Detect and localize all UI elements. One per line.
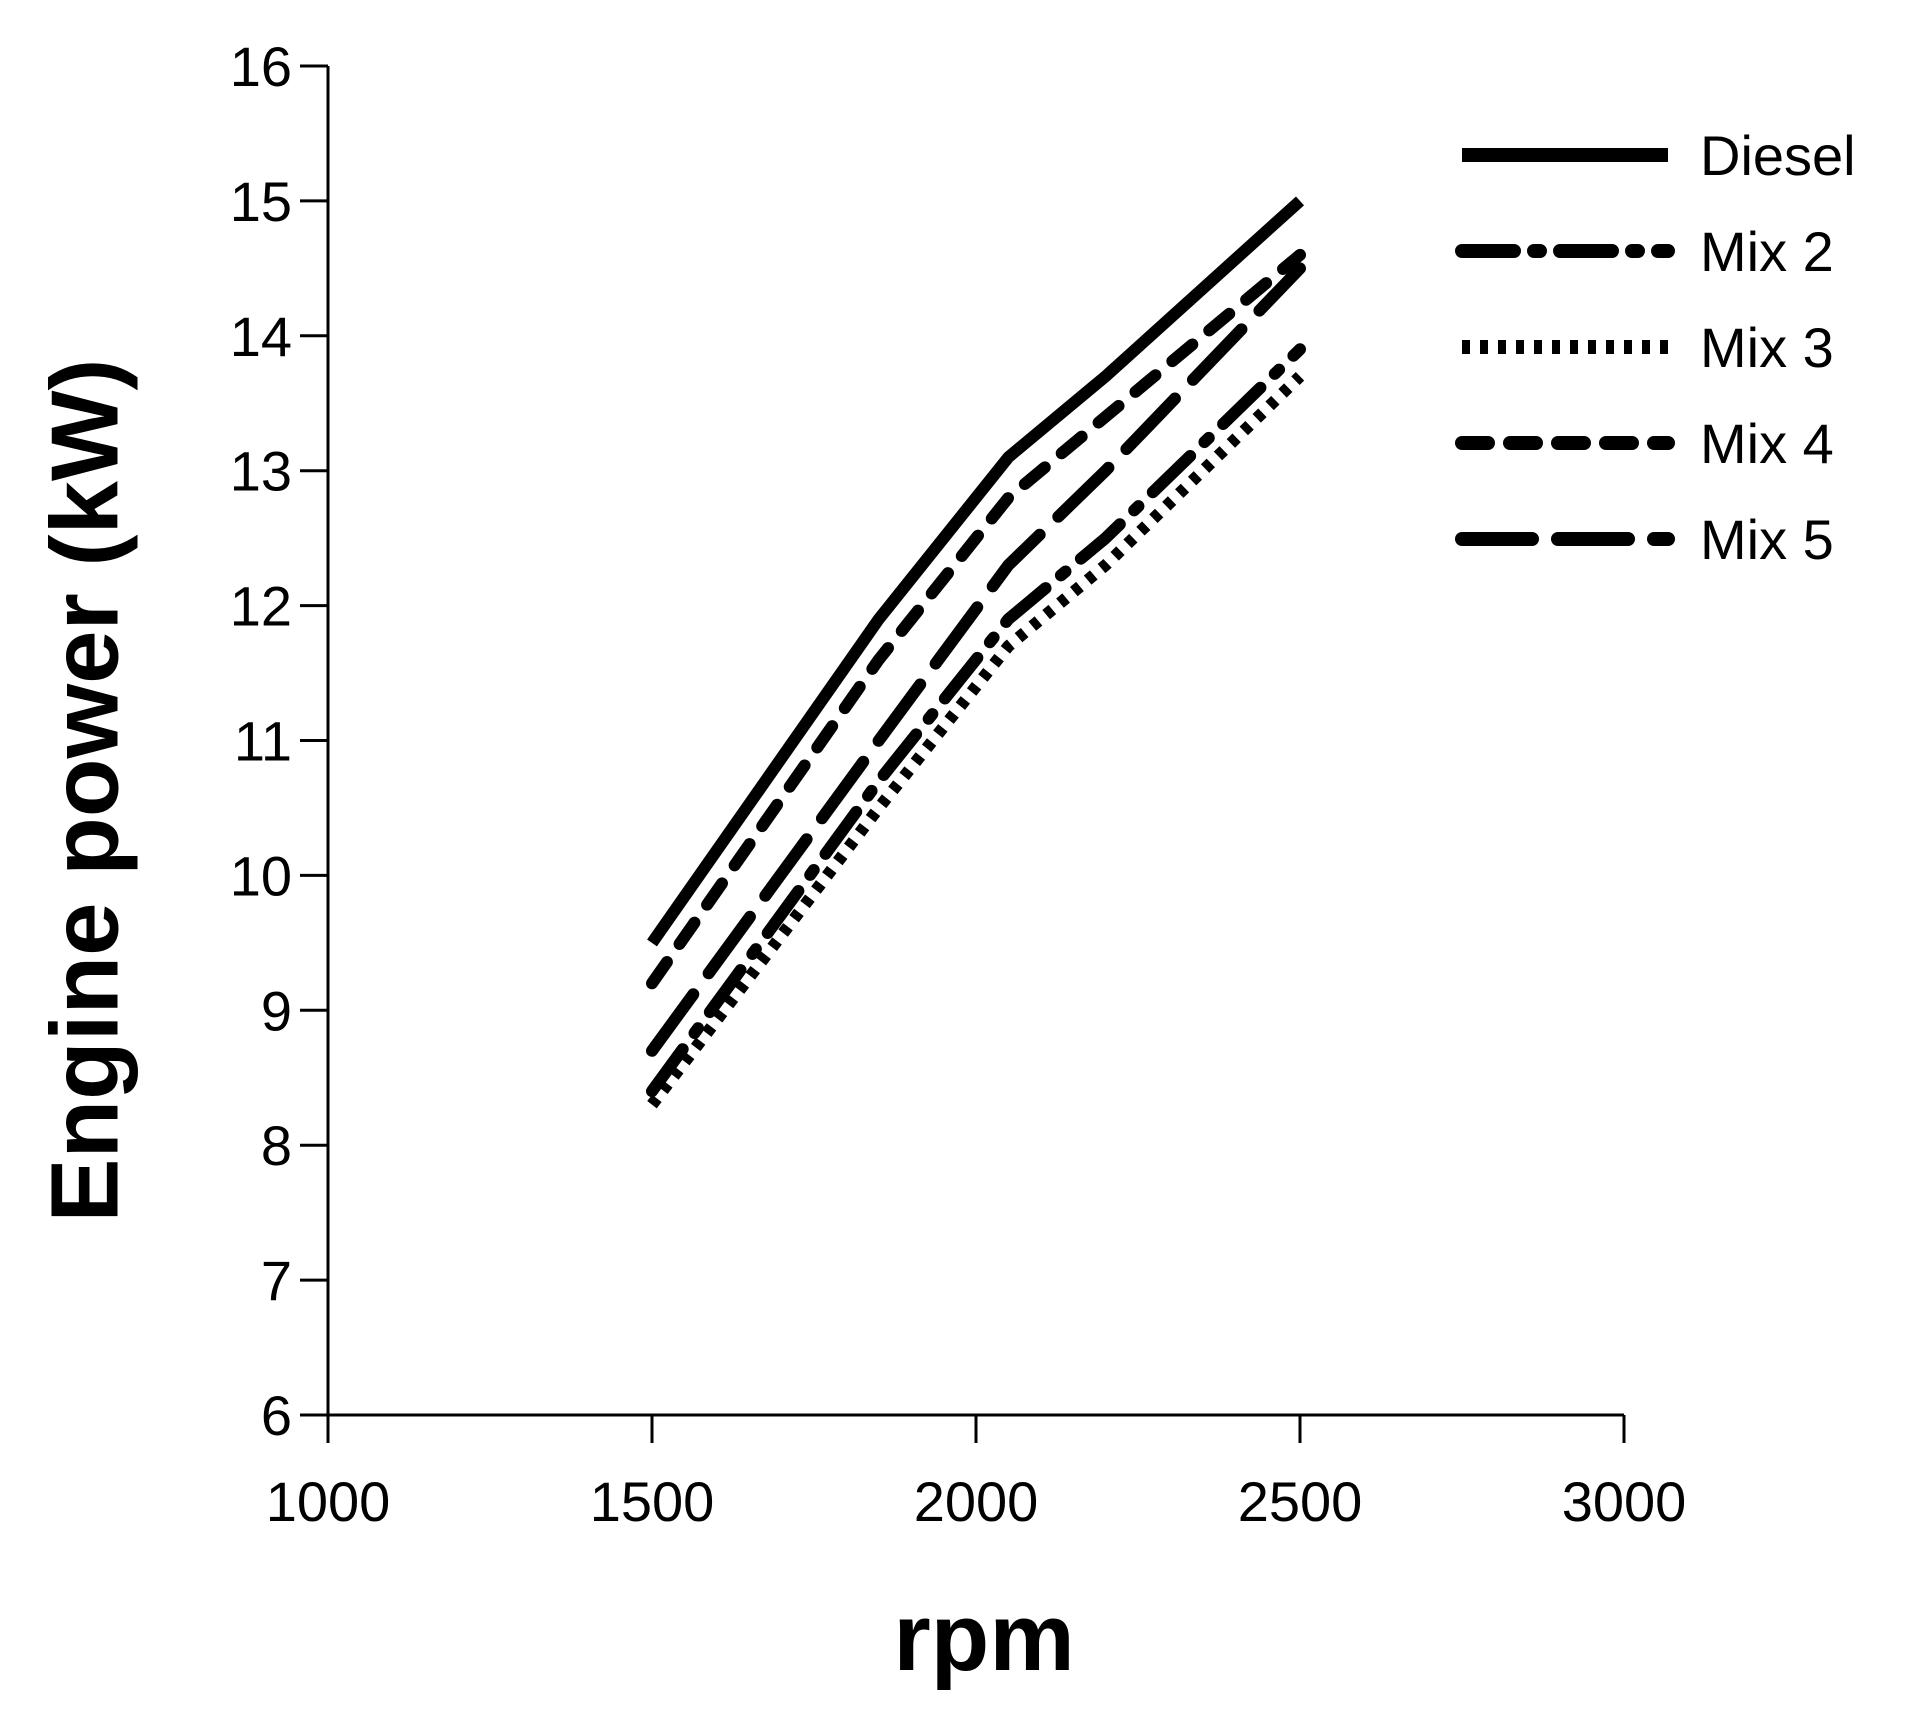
y-tick-label: 14	[230, 305, 292, 368]
x-tick-label: 1000	[266, 1470, 391, 1533]
x-axis-title: rpm	[893, 1584, 1074, 1691]
legend-label-diesel: Diesel	[1700, 124, 1856, 187]
y-tick-label: 16	[230, 35, 292, 98]
series-lines	[646, 196, 1306, 1109]
y-tick-label: 7	[261, 1249, 292, 1312]
series-line-mix-2	[646, 343, 1306, 1098]
y-tick-label: 12	[230, 575, 292, 638]
legend-label-mix-4: Mix 4	[1700, 412, 1834, 475]
y-tick-label: 9	[261, 979, 292, 1042]
x-axis-ticks: 1000 1500 2000 2500 3000	[266, 1415, 1687, 1533]
y-axis-ticks: 6 7 8 9 10 11 12 13 14 15 16	[230, 35, 328, 1447]
legend-label-mix-2: Mix 2	[1700, 220, 1834, 283]
series-line-mix-3	[647, 371, 1305, 1109]
x-tick-label: 2500	[1238, 1470, 1363, 1533]
series-line-mix-5	[646, 262, 1306, 1057]
legend-label-mix-5: Mix 5	[1700, 508, 1834, 571]
y-tick-label: 10	[230, 844, 292, 907]
y-axis-title: Engine power (kW)	[31, 359, 138, 1223]
y-tick-label: 15	[230, 170, 292, 233]
axes: 6 7 8 9 10 11 12 13 14 15 16 1000 1500 2000 2500 3000	[230, 35, 1687, 1533]
y-tick-label: 11	[234, 710, 292, 773]
y-tick-label: 8	[261, 1114, 292, 1177]
legend-label-mix-3: Mix 3	[1700, 316, 1834, 379]
y-tick-label: 6	[261, 1384, 292, 1447]
x-tick-label: 3000	[1562, 1470, 1687, 1533]
series-line-diesel	[647, 196, 1305, 947]
legend: Diesel Mix 2 Mix 3 Mix 4 Mix 5	[1455, 124, 1856, 571]
x-tick-label: 1500	[590, 1470, 715, 1533]
y-tick-label: 13	[230, 440, 292, 503]
x-tick-label: 2000	[914, 1470, 1039, 1533]
series-line-mix-4	[646, 248, 1306, 990]
